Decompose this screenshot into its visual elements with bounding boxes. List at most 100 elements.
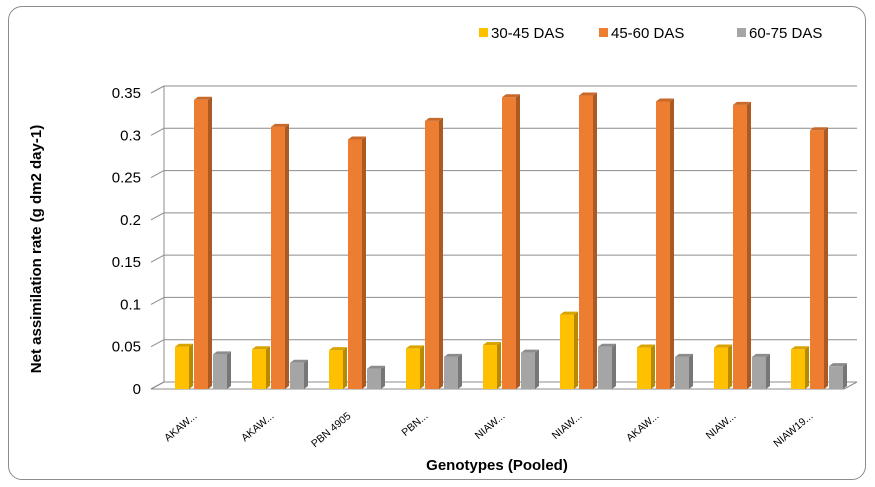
bar-side	[227, 351, 231, 389]
bar-front	[425, 120, 439, 389]
legend-item: 30-45 DAS	[479, 25, 564, 42]
x-tick-label: NIAW19...	[771, 410, 815, 450]
bar-side	[285, 123, 289, 389]
y-tick-label: 0.1	[120, 296, 141, 313]
legend-label: 60-75 DAS	[749, 25, 822, 42]
bar-top	[290, 359, 308, 363]
x-axis-title: Genotypes (Pooled)	[426, 457, 568, 474]
bar-top	[348, 136, 366, 140]
bar	[829, 363, 847, 389]
y-tick-label: 0.05	[112, 339, 141, 356]
bar	[329, 347, 347, 389]
x-tick-label: PBN 4905	[309, 410, 354, 450]
x-tick-label: AKAW...	[624, 410, 661, 444]
bar-front	[521, 352, 535, 389]
bar	[290, 359, 308, 389]
y-tick-label: 0.35	[112, 85, 141, 102]
bar-top	[213, 351, 231, 355]
bar	[483, 342, 501, 389]
x-tick-label: NIAW...	[550, 410, 585, 442]
bar-side	[497, 342, 501, 389]
bar-front	[444, 356, 458, 389]
bar	[714, 344, 732, 389]
bar-front	[194, 99, 208, 389]
bar-side	[766, 353, 770, 389]
bar-front	[367, 368, 381, 389]
bar-top	[483, 342, 501, 346]
bar-top	[598, 343, 616, 347]
bar	[425, 117, 443, 389]
bar-top	[733, 101, 751, 105]
bar	[348, 136, 366, 389]
bar-side	[516, 94, 520, 389]
y-axis-ticks: 0 0.05 0.1 0.15 0.2 0.25 0.3 0.35	[112, 85, 141, 398]
bar-front	[483, 345, 497, 389]
bar-top	[329, 347, 347, 351]
x-tick-label: NIAW...	[704, 410, 739, 442]
bar	[406, 345, 424, 389]
bar-side	[535, 349, 539, 389]
bar-top	[521, 349, 539, 353]
legend-label: 30-45 DAS	[491, 25, 564, 42]
bars	[175, 92, 847, 389]
bar-front	[810, 130, 824, 389]
bar-front	[579, 95, 593, 389]
bar-top	[637, 344, 655, 348]
bar-chart: 30-45 DAS 45-60 DAS 60-75 DAS 0 0.05 0.1 0.15…	[28, 25, 858, 474]
bar	[560, 311, 578, 389]
bar-top	[752, 353, 770, 357]
x-tick-label: PBN...	[399, 410, 430, 439]
bar-front	[829, 366, 843, 389]
bar-top	[656, 98, 674, 102]
gridline-depth	[150, 254, 165, 263]
x-tick-label: AKAW...	[239, 410, 276, 444]
bar-top	[714, 344, 732, 348]
bar-front	[598, 346, 612, 389]
bar-front	[175, 346, 189, 389]
bar	[598, 343, 616, 389]
legend-swatch	[737, 28, 746, 37]
bar	[733, 101, 751, 389]
bar	[252, 346, 270, 389]
bar	[271, 123, 289, 389]
bar	[675, 353, 693, 389]
bar	[752, 353, 770, 389]
bar	[367, 365, 385, 389]
bar	[579, 92, 597, 389]
chart-frame: 30-45 DAS 45-60 DAS 60-75 DAS 0 0.05 0.1 0.15…	[8, 6, 866, 480]
bar-side	[728, 344, 732, 389]
legend-item: 60-75 DAS	[737, 25, 822, 42]
bar-top	[252, 346, 270, 350]
bar-side	[805, 346, 809, 389]
bar	[656, 98, 674, 389]
bar-front	[252, 349, 266, 389]
bar-side	[593, 92, 597, 389]
bar-side	[304, 359, 308, 389]
bar-front	[502, 97, 516, 389]
bar-side	[381, 365, 385, 389]
bar-top	[175, 343, 193, 347]
bar-front	[656, 101, 670, 389]
bar-front	[290, 362, 304, 389]
bar-front	[752, 356, 766, 389]
bar-top	[810, 127, 828, 131]
bar-side	[439, 117, 443, 389]
bar-side	[189, 343, 193, 389]
bar-side	[824, 127, 828, 389]
y-axis-title: Net assimilation rate (g dm2 day-1)	[28, 125, 45, 373]
bar-top	[502, 94, 520, 98]
bar-top	[367, 365, 385, 369]
bar	[810, 127, 828, 389]
bar-top	[579, 92, 597, 96]
bar-top	[791, 346, 809, 350]
x-axis-ticks: AKAW... AKAW... PBN 4905 PBN... NIAW... NIAW.…	[162, 410, 815, 450]
bar-top	[829, 363, 847, 367]
bar-front	[733, 104, 747, 389]
bar-front	[675, 356, 689, 389]
legend-label: 45-60 DAS	[611, 25, 684, 42]
gridline-depth	[150, 296, 165, 305]
gridline-depth	[150, 381, 165, 390]
bar-side	[612, 343, 616, 389]
legend-swatch	[479, 28, 488, 37]
y-tick-label: 0.2	[120, 212, 141, 229]
